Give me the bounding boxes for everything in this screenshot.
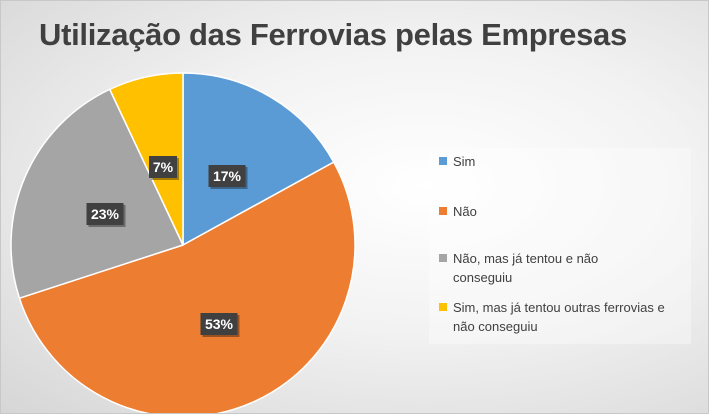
legend-item-nao: Não: [439, 202, 689, 221]
pie-slice-sim-tentou: [108, 72, 184, 246]
legend-item-sim-tentou: Sim, mas já tentou outras ferrovias e nã…: [439, 298, 689, 336]
svg-text:17%: 17%: [213, 168, 242, 184]
svg-text:23%: 23%: [91, 206, 120, 222]
svg-text:7%: 7%: [153, 159, 174, 175]
legend-swatch-sim: [439, 157, 447, 165]
legend-label-nao-tentou: Não, mas já tentou e não conseguiu: [453, 251, 599, 285]
data-label-sim-tentou: 7%: [149, 156, 179, 180]
legend-swatch-nao-tentou: [439, 254, 447, 262]
data-label-nao-tentou: 23%: [86, 203, 126, 227]
pie-slice-sim: [182, 72, 335, 247]
data-label-sim: 17%: [208, 165, 248, 189]
pie-slice-nao-tentou: [10, 88, 185, 300]
legend: Sim Não Não, mas já tentou e não consegu…: [429, 148, 691, 344]
legend-label-sim: Sim: [453, 154, 476, 169]
chart-title: Utilização das Ferrovias pelas Empresas: [39, 17, 627, 52]
legend-item-sim: Sim: [439, 152, 689, 171]
pie-slice-nao: [18, 161, 356, 413]
legend-swatch-nao: [439, 207, 447, 215]
legend-label-nao: Não: [453, 204, 477, 219]
legend-swatch-sim-tentou: [439, 303, 447, 311]
svg-text:53%: 53%: [205, 316, 234, 332]
data-label-nao: 53%: [200, 313, 240, 337]
legend-label-sim-tentou: Sim, mas já tentou outras ferrovias e nã…: [453, 300, 665, 334]
legend-item-nao-tentou: Não, mas já tentou e não conseguiu: [439, 249, 639, 287]
